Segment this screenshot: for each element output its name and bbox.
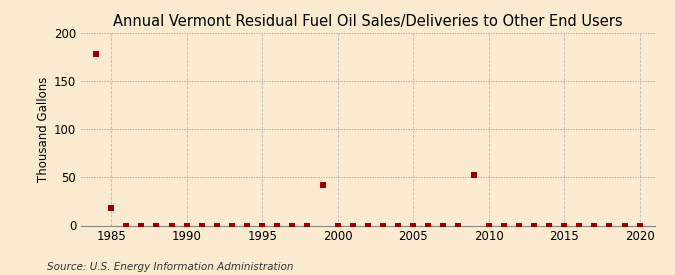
Point bbox=[408, 223, 418, 228]
Point bbox=[438, 223, 449, 228]
Point bbox=[559, 223, 570, 228]
Point bbox=[348, 223, 358, 228]
Text: Source: U.S. Energy Information Administration: Source: U.S. Energy Information Administ… bbox=[47, 262, 294, 272]
Point bbox=[136, 223, 146, 228]
Point bbox=[468, 173, 479, 178]
Point bbox=[619, 223, 630, 228]
Point bbox=[151, 223, 162, 228]
Point bbox=[634, 223, 645, 228]
Point bbox=[287, 223, 298, 228]
Point bbox=[211, 223, 222, 228]
Point bbox=[242, 223, 252, 228]
Point bbox=[574, 223, 585, 228]
Point bbox=[483, 223, 494, 228]
Title: Annual Vermont Residual Fuel Oil Sales/Deliveries to Other End Users: Annual Vermont Residual Fuel Oil Sales/D… bbox=[113, 14, 622, 29]
Point bbox=[272, 223, 283, 228]
Point bbox=[514, 223, 524, 228]
Point bbox=[106, 206, 117, 210]
Point bbox=[166, 223, 177, 228]
Point bbox=[227, 223, 238, 228]
Point bbox=[543, 223, 554, 228]
Point bbox=[182, 223, 192, 228]
Point bbox=[362, 223, 373, 228]
Point bbox=[196, 223, 207, 228]
Point bbox=[302, 223, 313, 228]
Point bbox=[317, 183, 328, 187]
Point bbox=[589, 223, 600, 228]
Point bbox=[393, 223, 404, 228]
Point bbox=[529, 223, 539, 228]
Point bbox=[90, 52, 101, 56]
Point bbox=[498, 223, 509, 228]
Point bbox=[604, 223, 615, 228]
Point bbox=[256, 223, 267, 228]
Y-axis label: Thousand Gallons: Thousand Gallons bbox=[36, 76, 50, 182]
Point bbox=[453, 223, 464, 228]
Point bbox=[332, 223, 343, 228]
Point bbox=[423, 223, 433, 228]
Point bbox=[121, 223, 132, 228]
Point bbox=[377, 223, 388, 228]
